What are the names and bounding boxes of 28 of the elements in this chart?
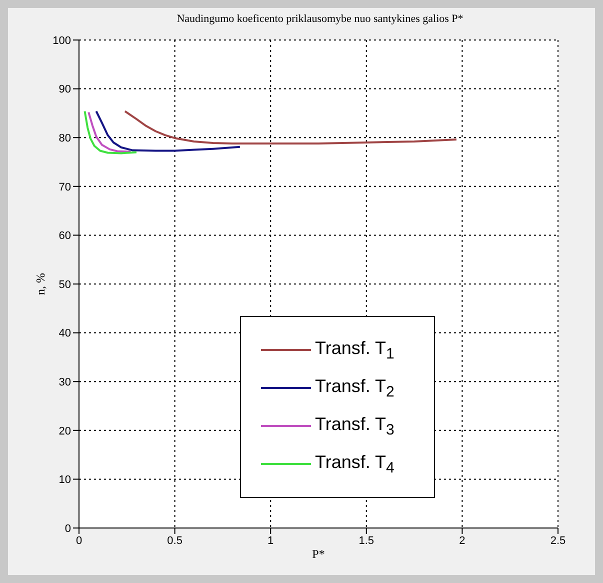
chart-title: Naudingumo koeficento priklausomybe nuo santykines galios P* bbox=[176, 13, 464, 25]
legend-label: Transf. T$_{3}$ bbox=[315, 414, 394, 438]
y-tick-label: 100 bbox=[52, 34, 71, 47]
line-series bbox=[95, 110, 241, 152]
x-tick-label: 1 bbox=[268, 534, 274, 547]
x-tick-label: 2.5 bbox=[550, 534, 566, 547]
x-tick-label: 0.5 bbox=[167, 534, 182, 547]
line-series bbox=[84, 110, 138, 154]
y-axis-title: n, % bbox=[33, 273, 48, 295]
y-tick-label: 30 bbox=[58, 376, 71, 389]
line-series bbox=[88, 111, 132, 153]
y-tick-label: 40 bbox=[58, 328, 71, 340]
y-tick-label: 90 bbox=[58, 84, 71, 96]
line-series bbox=[124, 110, 458, 144]
legend-label: Transf. T$_{2}$ bbox=[315, 376, 394, 400]
x-axis-title: P* bbox=[312, 547, 325, 561]
legend-label: Transf. T$_{1}$ bbox=[315, 338, 394, 362]
x-tick-label: 1.5 bbox=[358, 534, 374, 547]
y-tick-label: 80 bbox=[58, 132, 71, 145]
y-tick-label: 50 bbox=[58, 278, 71, 291]
y-tick-label: 60 bbox=[58, 230, 71, 242]
x-tick-label: 0 bbox=[76, 534, 82, 547]
y-tick-label: 70 bbox=[58, 181, 71, 194]
legend-label: Transf. T$_{4}$ bbox=[315, 452, 394, 476]
y-tick-label: 10 bbox=[58, 474, 71, 486]
y-tick-label: 20 bbox=[58, 425, 71, 438]
y-tick-label: 0 bbox=[64, 522, 71, 535]
x-tick-label: 2 bbox=[459, 534, 466, 547]
